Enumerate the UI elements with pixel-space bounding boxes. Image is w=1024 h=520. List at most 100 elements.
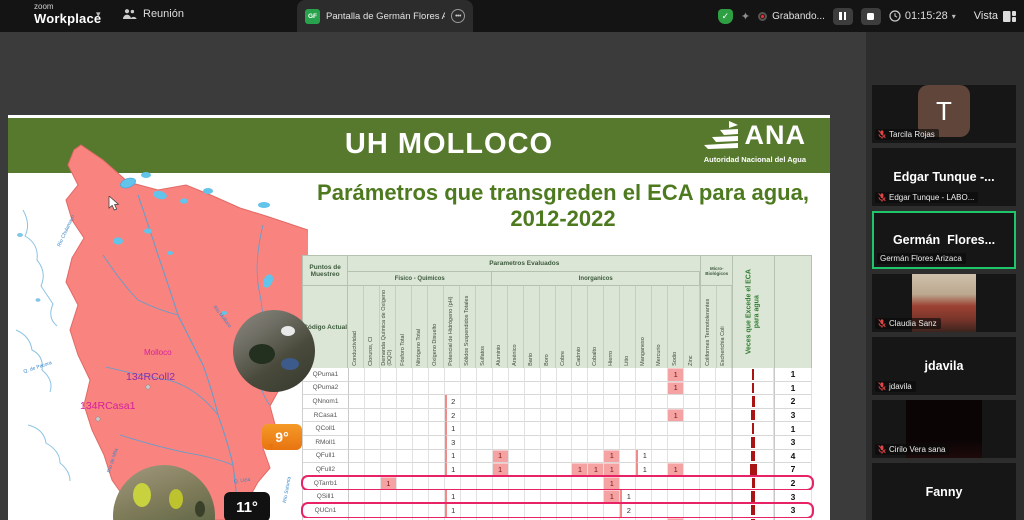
param-cell (396, 435, 413, 450)
param-cell (652, 476, 669, 491)
brand-chevron-down-icon[interactable]: ▾ (96, 9, 101, 19)
param-cell (572, 449, 589, 464)
muted-mic-icon (878, 382, 886, 391)
table-row: QPuma1 1 1 (303, 368, 812, 382)
param-cell (684, 517, 701, 520)
param-cell (652, 490, 669, 504)
param-cell (620, 449, 637, 464)
participant-tile[interactable]: Cirilo Vera sana (872, 400, 1016, 458)
participant-display-name: Germán Flores... (892, 233, 996, 247)
station-code: QPuma2 (303, 381, 349, 396)
param-column-header: Demanda Química de Oxígeno (DQO) (380, 286, 397, 368)
corner-top-label: Puntos de Muestreo (303, 256, 348, 286)
param-cell (396, 463, 413, 477)
param-cell (508, 490, 525, 504)
param-cell (716, 517, 733, 520)
security-shield-icon[interactable]: ✓ (717, 8, 733, 24)
param-column-header: Bario (524, 286, 541, 368)
param-cell: 1 (636, 449, 653, 464)
param-cell (412, 408, 429, 423)
table-row: QUCn1 1 2 3 (301, 501, 814, 519)
param-column-header: Nitrógeno Total (412, 286, 429, 368)
param-cell (524, 449, 541, 464)
param-column-header: Conductividad (348, 286, 365, 368)
param-cell (556, 463, 573, 477)
total-exceed-count: 2 (774, 476, 812, 491)
param-cell (636, 517, 653, 520)
exceed-bar-cell (732, 449, 775, 464)
meeting-timer: 01:15:28 ▾ (889, 10, 956, 22)
param-cell (412, 503, 429, 518)
param-cell (492, 435, 509, 450)
param-cell (428, 408, 445, 423)
param-cell (636, 368, 653, 382)
participant-avatar: T (918, 85, 970, 137)
ai-companion-icon[interactable]: ✦ (740, 10, 751, 23)
param-cell (524, 490, 541, 504)
timer-chevron-icon[interactable]: ▾ (951, 11, 956, 21)
station-code: QFull2 (303, 463, 349, 477)
subtitle-line2: 2012-2022 (510, 206, 616, 232)
exceed-bar-cell (732, 422, 775, 436)
participant-tile[interactable]: Edgar Tunque -... Edgar Tunque - LABO... (872, 148, 1016, 206)
param-cell (460, 449, 477, 464)
param-cell (460, 435, 477, 450)
topbar-right-controls: ✓ ✦ Grabando... 01:15:28 ▾ Vista (717, 0, 1016, 32)
param-cell (508, 476, 525, 491)
param-cell (429, 517, 445, 520)
tab-screen-share[interactable]: GF Pantalla de Germán Flores Arizaca ••• (297, 0, 473, 32)
param-cell (508, 449, 525, 464)
param-cell (604, 422, 621, 436)
table-row: QFull1 1 1 1 1 4 (303, 449, 812, 464)
param-cell (348, 408, 365, 423)
tab-options-icon[interactable]: ••• (451, 9, 465, 23)
param-cell (668, 503, 685, 518)
param-cell (572, 395, 589, 409)
param-cell (412, 490, 429, 504)
participant-tile[interactable]: jdavila jdavila (872, 337, 1016, 395)
veces-header: Veces que Excede el ECA para agua (732, 256, 773, 368)
participants-panel[interactable]: T Tarcila Rojas Edgar Tunque -... Edgar Tun… (866, 32, 1024, 520)
param-cell (556, 381, 573, 396)
participant-display-name: Edgar Tunque -... (893, 170, 995, 184)
table-row: QNnom1 2 2 (303, 395, 812, 409)
stop-recording-button[interactable] (860, 7, 881, 25)
param-cell (556, 449, 573, 464)
pause-recording-button[interactable] (832, 7, 853, 25)
tab-reunion[interactable]: Reunión (122, 8, 184, 20)
param-cell (508, 395, 525, 409)
param-cell (588, 476, 605, 491)
table-row: RMoll1 3 3 (303, 435, 812, 450)
participant-tile[interactable]: Fanny (872, 463, 1016, 520)
exceed-bar-cell (732, 435, 775, 450)
param-cell (380, 395, 397, 409)
view-button[interactable]: Vista (974, 10, 1016, 22)
param-cell (716, 408, 733, 423)
participant-tile[interactable]: Germán Flores... Germán Flores Arizaca (872, 211, 1016, 269)
param-cell (684, 476, 701, 491)
station-code: RMoll1 (303, 435, 349, 450)
param-cell (620, 463, 637, 477)
param-column-header: Boro (540, 286, 557, 368)
table-row: QPuma2 1 1 (303, 381, 812, 396)
param-cell (428, 449, 445, 464)
param-cell (428, 368, 445, 382)
topbar: zoom Workplace ▾ Reunión GF Pantalla de … (0, 0, 1024, 32)
param-cell (428, 490, 445, 504)
param-cell (684, 449, 701, 464)
param-cell (636, 422, 653, 436)
param-cell (524, 395, 541, 409)
param-cell (684, 381, 701, 396)
share-tab-label: Pantalla de Germán Flores Arizaca (326, 10, 445, 22)
param-cell: 1 (444, 463, 461, 477)
participant-tile[interactable]: T Tarcila Rojas (872, 85, 1016, 143)
exceed-bar-cell (732, 490, 775, 504)
participant-tile[interactable]: Claudia Sanz (872, 274, 1016, 332)
exceed-bar-cell (732, 408, 775, 423)
param-cell (396, 381, 413, 396)
param-cell (700, 490, 717, 504)
param-column-header: Sólidos Suspendidos Totales (460, 286, 477, 368)
param-cell (540, 435, 557, 450)
param-column-header: Sodio (668, 286, 685, 368)
param-column-header: Oxígeno Disuelto (428, 286, 445, 368)
